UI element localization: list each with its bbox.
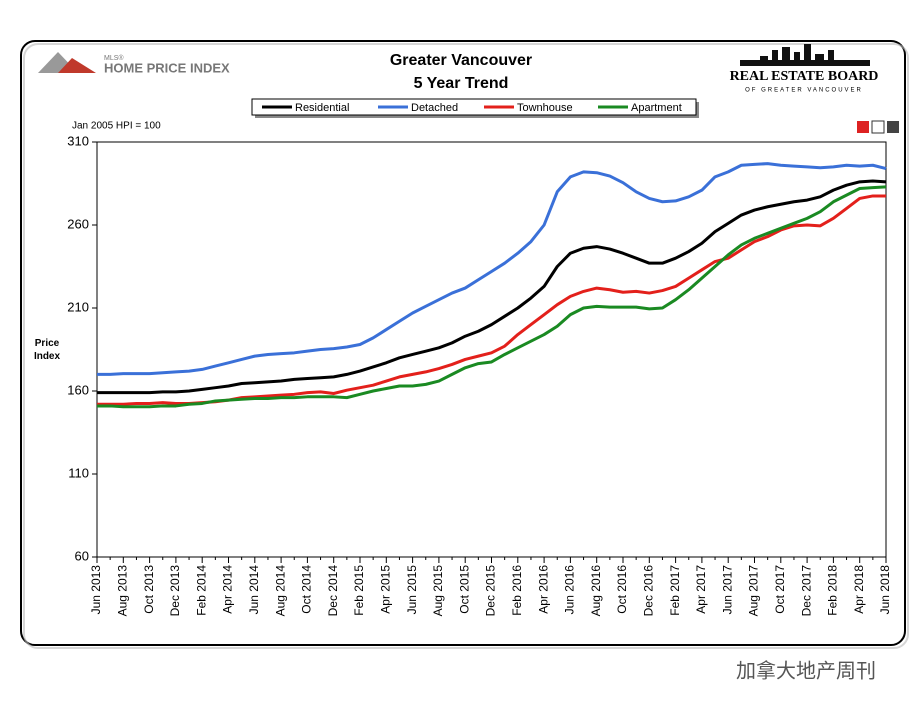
- series-line: [97, 185, 887, 409]
- legend-label: Residential: [295, 102, 349, 114]
- y-tick-label: 110: [68, 465, 89, 480]
- x-tick-label: Jun 2016: [563, 565, 577, 615]
- x-tick-label: Aug 2016: [589, 565, 603, 617]
- x-tick-label: Dec 2016: [641, 565, 655, 617]
- y-tick-label: 160: [67, 382, 89, 397]
- y-tick-label: 210: [67, 299, 89, 314]
- skyline: [740, 44, 870, 66]
- mls-icon: [857, 121, 869, 133]
- chart-title: Greater Vancouver: [390, 52, 532, 69]
- frame: [20, 40, 906, 646]
- annotation: Jan 2005 HPI = 100: [72, 121, 161, 132]
- x-tick-label: Apr 2015: [378, 565, 392, 614]
- y-tick-label: 310: [67, 133, 89, 148]
- x-tick-label: Oct 2016: [615, 565, 629, 614]
- x-tick-label: Apr 2016: [536, 565, 550, 614]
- x-tick-label: Feb 2018: [826, 565, 840, 616]
- x-tick-label: Jun 2017: [720, 565, 734, 615]
- y-tick-label: 60: [75, 548, 89, 563]
- series-line: [97, 179, 887, 395]
- logo-text: REAL ESTATE BOARD: [730, 69, 879, 84]
- x-tick-label: Aug 2017: [747, 565, 761, 617]
- x-tick-label: Jun 2014: [247, 565, 261, 615]
- legend-label: Detached: [411, 102, 458, 114]
- x-tick-label: Aug 2015: [431, 565, 445, 617]
- x-tick-label: Jun 2018: [878, 565, 892, 615]
- y-axis-label: Price Index: [33, 338, 61, 362]
- legend-label: Townhouse: [517, 102, 573, 114]
- logo-sub: OF GREATER VANCOUVER: [745, 88, 863, 94]
- chart-subtitle: 5 Year Trend: [414, 75, 509, 92]
- legend-label: Apartment: [631, 102, 682, 114]
- x-tick-label: Dec 2014: [326, 565, 340, 617]
- watermark: 加拿大地产周刊: [736, 658, 876, 682]
- y-tick-label: 260: [67, 216, 89, 231]
- x-tick-label: Apr 2018: [852, 565, 866, 614]
- x-tick-label: Feb 2017: [668, 565, 682, 616]
- logo-roof: [58, 58, 96, 73]
- logo-small: MLS®: [104, 54, 124, 62]
- x-tick-label: Aug 2013: [115, 565, 129, 617]
- series-line: [97, 162, 887, 376]
- legend: [251, 98, 697, 116]
- mls-icon: [871, 120, 885, 134]
- x-tick-label: Oct 2013: [142, 565, 156, 614]
- mls-icon: [887, 121, 899, 133]
- x-tick-label: Dec 2013: [168, 565, 182, 617]
- x-tick-label: Oct 2017: [773, 565, 787, 614]
- x-tick-label: Dec 2017: [799, 565, 813, 617]
- x-tick-label: Jun 2015: [405, 565, 419, 615]
- x-tick-label: Jun 2013: [89, 565, 103, 615]
- x-tick-label: Apr 2014: [221, 565, 235, 614]
- x-tick-label: Feb 2016: [510, 565, 524, 616]
- x-tick-label: Dec 2015: [484, 565, 498, 617]
- frame-shadow: [23, 43, 909, 649]
- x-tick-label: Feb 2014: [194, 565, 208, 616]
- x-tick-label: Oct 2014: [300, 565, 314, 614]
- x-tick-label: Feb 2015: [352, 565, 366, 616]
- x-tick-label: Apr 2017: [694, 565, 708, 614]
- x-tick-label: Oct 2015: [457, 565, 471, 614]
- logo-text: HOME PRICE INDEX: [104, 60, 230, 75]
- x-tick-label: Aug 2014: [273, 565, 287, 617]
